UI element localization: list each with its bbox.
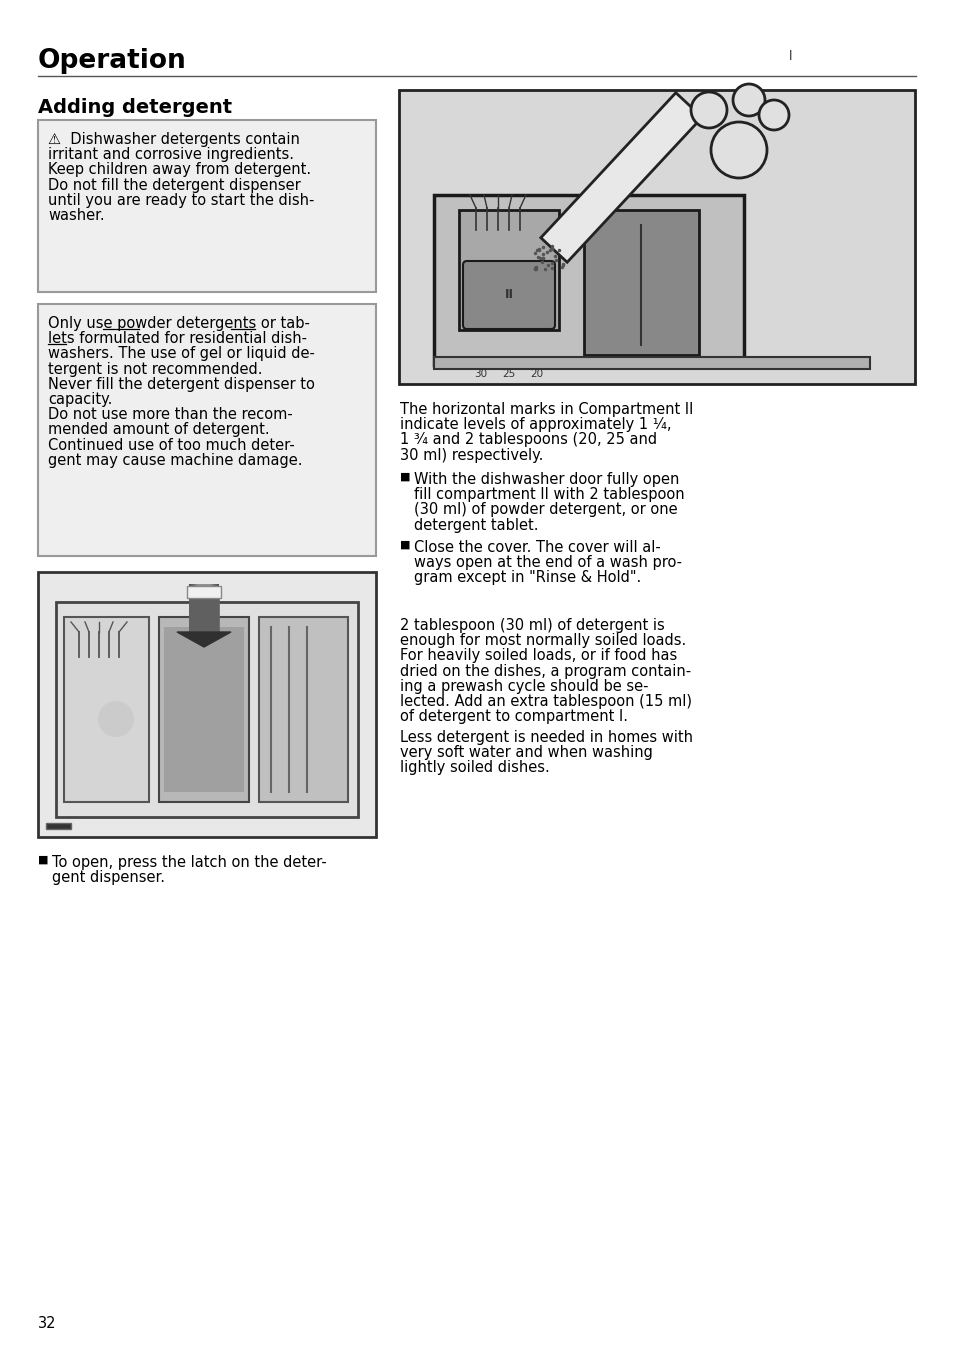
Bar	[159, 617, 249, 802]
Bar	[194, 584, 213, 631]
Bar	[189, 584, 219, 631]
Text: ways open at the end of a wash pro-: ways open at the end of a wash pro-	[414, 556, 681, 571]
Text: Keep children away from detergent.: Keep children away from detergent.	[48, 162, 311, 177]
Text: lightly soiled dishes.: lightly soiled dishes.	[399, 760, 549, 776]
Circle shape	[98, 700, 133, 737]
Bar	[434, 357, 869, 369]
Text: gent may cause machine damage.: gent may cause machine damage.	[48, 453, 302, 468]
Text: Only use powder detergents or tab-: Only use powder detergents or tab-	[48, 316, 310, 331]
Text: Operation: Operation	[38, 49, 187, 74]
Bar	[164, 627, 244, 792]
Text: ⚠  Dishwasher detergents contain: ⚠ Dishwasher detergents contain	[48, 132, 299, 147]
Text: With the dishwasher door fully open: With the dishwasher door fully open	[414, 472, 679, 487]
Polygon shape	[540, 93, 701, 262]
Text: washer.: washer.	[48, 208, 105, 223]
Text: indicate levels of approximately 1 ¹⁄₄,: indicate levels of approximately 1 ¹⁄₄,	[399, 418, 671, 433]
Circle shape	[732, 84, 764, 116]
Text: 30 ml) respectively.: 30 ml) respectively.	[399, 448, 543, 462]
Text: irritant and corrosive ingredients.: irritant and corrosive ingredients.	[48, 147, 294, 162]
Text: ■: ■	[38, 854, 49, 865]
Text: 1 ³⁄₄ and 2 tablespoons (20, 25 and: 1 ³⁄₄ and 2 tablespoons (20, 25 and	[399, 433, 657, 448]
Text: ■: ■	[399, 539, 410, 550]
Text: Close the cover. The cover will al-: Close the cover. The cover will al-	[414, 539, 660, 556]
Text: 2 tablespoon (30 ml) of detergent is: 2 tablespoon (30 ml) of detergent is	[399, 618, 664, 633]
Text: until you are ready to start the dish-: until you are ready to start the dish-	[48, 193, 314, 208]
Text: Never fill the detergent dispenser to: Never fill the detergent dispenser to	[48, 377, 314, 392]
Text: II: II	[504, 288, 513, 301]
Text: fill compartment II with 2 tablespoon: fill compartment II with 2 tablespoon	[414, 487, 684, 502]
Bar	[193, 584, 214, 631]
Circle shape	[710, 122, 766, 178]
Bar	[187, 585, 221, 598]
Text: 20: 20	[530, 369, 543, 379]
Text: Less detergent is needed in homes with: Less detergent is needed in homes with	[399, 730, 692, 745]
Text: Do not fill the detergent dispenser: Do not fill the detergent dispenser	[48, 177, 300, 192]
Text: enough for most normally soiled loads.: enough for most normally soiled loads.	[399, 633, 685, 648]
Polygon shape	[177, 631, 231, 648]
Bar	[434, 195, 743, 365]
Text: ■: ■	[399, 472, 410, 483]
Bar	[189, 589, 219, 631]
Text: Do not use more than the recom-: Do not use more than the recom-	[48, 407, 293, 422]
Bar	[64, 617, 149, 802]
Text: gent dispenser.: gent dispenser.	[52, 871, 165, 886]
Bar	[398, 91, 914, 384]
FancyBboxPatch shape	[462, 261, 555, 329]
Text: (30 ml) of powder detergent, or one: (30 ml) of powder detergent, or one	[414, 503, 677, 518]
Bar	[46, 823, 71, 829]
Text: very soft water and when washing: very soft water and when washing	[399, 745, 652, 760]
Text: lets formulated for residential dish-: lets formulated for residential dish-	[48, 331, 307, 346]
Text: Adding detergent: Adding detergent	[38, 97, 232, 118]
Text: Continued use of too much deter-: Continued use of too much deter-	[48, 438, 294, 453]
Text: 30: 30	[474, 369, 487, 379]
Bar	[258, 617, 348, 802]
Circle shape	[690, 92, 726, 128]
Bar	[196, 584, 211, 631]
Bar	[38, 304, 375, 556]
Text: mended amount of detergent.: mended amount of detergent.	[48, 422, 270, 438]
Text: To open, press the latch on the deter-: To open, press the latch on the deter-	[52, 854, 327, 869]
Text: For heavily soiled loads, or if food has: For heavily soiled loads, or if food has	[399, 649, 677, 664]
Bar	[38, 572, 375, 837]
Text: tergent is not recommended.: tergent is not recommended.	[48, 361, 262, 377]
Text: ing a prewash cycle should be se-: ing a prewash cycle should be se-	[399, 679, 648, 694]
Text: gram except in "Rinse & Hold".: gram except in "Rinse & Hold".	[414, 571, 640, 585]
Text: The horizontal marks in Compartment II: The horizontal marks in Compartment II	[399, 402, 693, 416]
Text: lected. Add an extra tablespoon (15 ml): lected. Add an extra tablespoon (15 ml)	[399, 694, 691, 708]
Circle shape	[759, 100, 788, 130]
Bar	[191, 584, 216, 631]
Bar	[583, 210, 699, 356]
Text: l: l	[788, 50, 792, 64]
Text: of detergent to compartment I.: of detergent to compartment I.	[399, 710, 627, 725]
Bar	[56, 602, 357, 817]
Text: capacity.: capacity.	[48, 392, 112, 407]
Text: dried on the dishes, a program contain-: dried on the dishes, a program contain-	[399, 664, 690, 679]
Text: 25: 25	[502, 369, 515, 379]
Text: 32: 32	[38, 1315, 56, 1330]
Bar	[458, 210, 558, 330]
Text: detergent tablet.: detergent tablet.	[414, 518, 537, 533]
Bar	[38, 120, 375, 292]
Text: washers. The use of gel or liquid de-: washers. The use of gel or liquid de-	[48, 346, 314, 361]
